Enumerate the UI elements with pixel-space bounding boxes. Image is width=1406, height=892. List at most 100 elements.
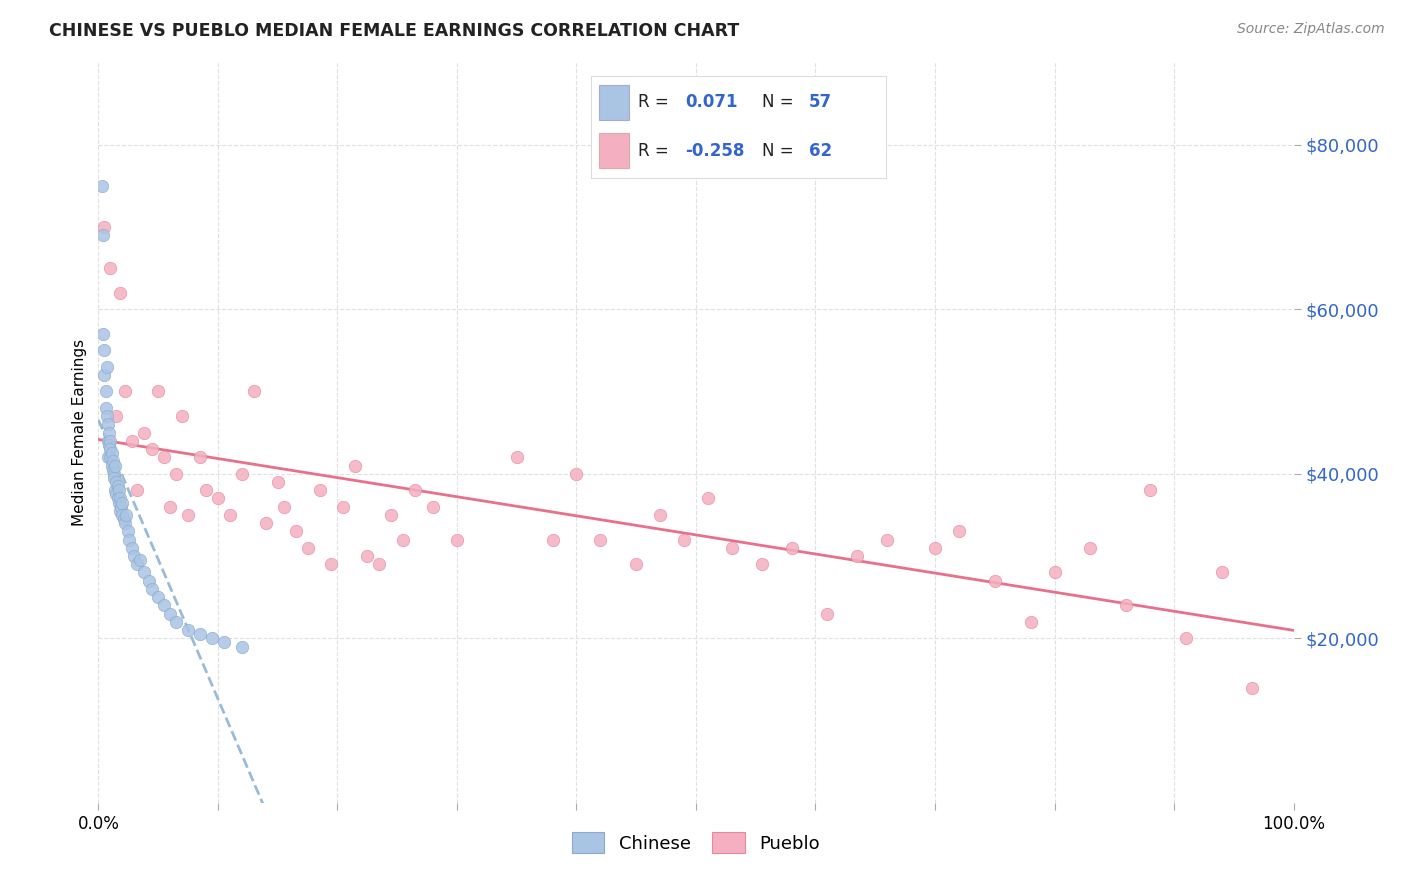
Point [124,549,146,563]
Point [105,487,128,501]
Point [201,632,224,646]
Point [97,450,120,465]
Point [101,454,124,468]
Point [91,326,114,341]
Point [96,409,118,424]
Point [297,541,319,555]
Point [231,467,253,481]
Point [321,558,343,572]
Point [100,446,122,460]
Point [112,512,135,526]
Point [110,500,132,514]
Point [721,541,744,555]
Point [422,500,444,514]
Point [132,425,155,440]
Point [100,458,122,473]
Point [98,425,121,440]
Point [846,549,869,563]
Point [104,483,127,498]
Point [1211,566,1233,580]
Legend: Chinese, Pueblo: Chinese, Pueblo [565,825,827,861]
Point [107,491,129,506]
Point [254,516,277,530]
Point [121,541,143,555]
Text: 0.071: 0.071 [685,94,738,112]
Point [948,524,970,539]
Point [93,219,115,234]
Point [626,558,648,572]
Point [114,516,136,530]
Text: CHINESE VS PUEBLO MEDIAN FEMALE EARNINGS CORRELATION CHART: CHINESE VS PUEBLO MEDIAN FEMALE EARNINGS… [49,22,740,40]
Point [153,599,176,613]
Point [780,541,803,555]
Point [308,483,330,498]
Point [207,491,229,506]
Point [108,491,131,506]
Text: -0.258: -0.258 [685,142,744,160]
Point [108,504,131,518]
Point [172,409,194,424]
Point [165,615,187,629]
Point [177,623,200,637]
Point [243,384,266,399]
Point [165,467,187,481]
Point [815,607,838,621]
Point [1019,615,1042,629]
Point [103,471,125,485]
Point [115,508,138,522]
Point [589,533,612,547]
Point [1043,566,1066,580]
Point [924,541,946,555]
Point [284,524,307,539]
Point [91,178,114,193]
Point [141,442,163,456]
FancyBboxPatch shape [599,133,628,168]
Point [1175,632,1198,646]
Point [101,462,124,476]
Point [219,508,242,522]
Point [107,479,129,493]
Text: 62: 62 [808,142,832,160]
Point [368,558,391,572]
Point [98,434,122,448]
Point [506,450,529,465]
Point [1139,483,1161,498]
Point [751,558,773,572]
Point [129,553,152,567]
Point [153,450,176,465]
Point [673,533,696,547]
Point [697,491,720,506]
Point [188,450,211,465]
Point [98,438,121,452]
Point [404,483,426,498]
Point [104,458,127,473]
Point [195,483,218,498]
Point [159,500,181,514]
Point [111,495,134,509]
Text: N =: N = [762,94,799,112]
Point [148,590,170,604]
Text: R =: R = [638,142,673,160]
Point [141,582,163,596]
Y-axis label: Median Female Earnings: Median Female Earnings [72,339,87,526]
Point [188,627,211,641]
Point [125,483,148,498]
Point [107,495,129,509]
Point [1240,681,1263,695]
Point [1080,541,1102,555]
Point [231,640,253,654]
Point [380,508,402,522]
Point [984,574,1007,588]
Point [648,508,672,522]
Point [1115,599,1137,613]
Point [446,533,468,547]
Point [177,508,200,522]
Text: Source: ZipAtlas.com: Source: ZipAtlas.com [1237,22,1385,37]
Point [98,261,122,276]
Point [96,359,118,374]
Text: 57: 57 [808,94,832,112]
Point [565,467,588,481]
Point [121,434,143,448]
Point [93,343,115,358]
Point [98,442,122,456]
